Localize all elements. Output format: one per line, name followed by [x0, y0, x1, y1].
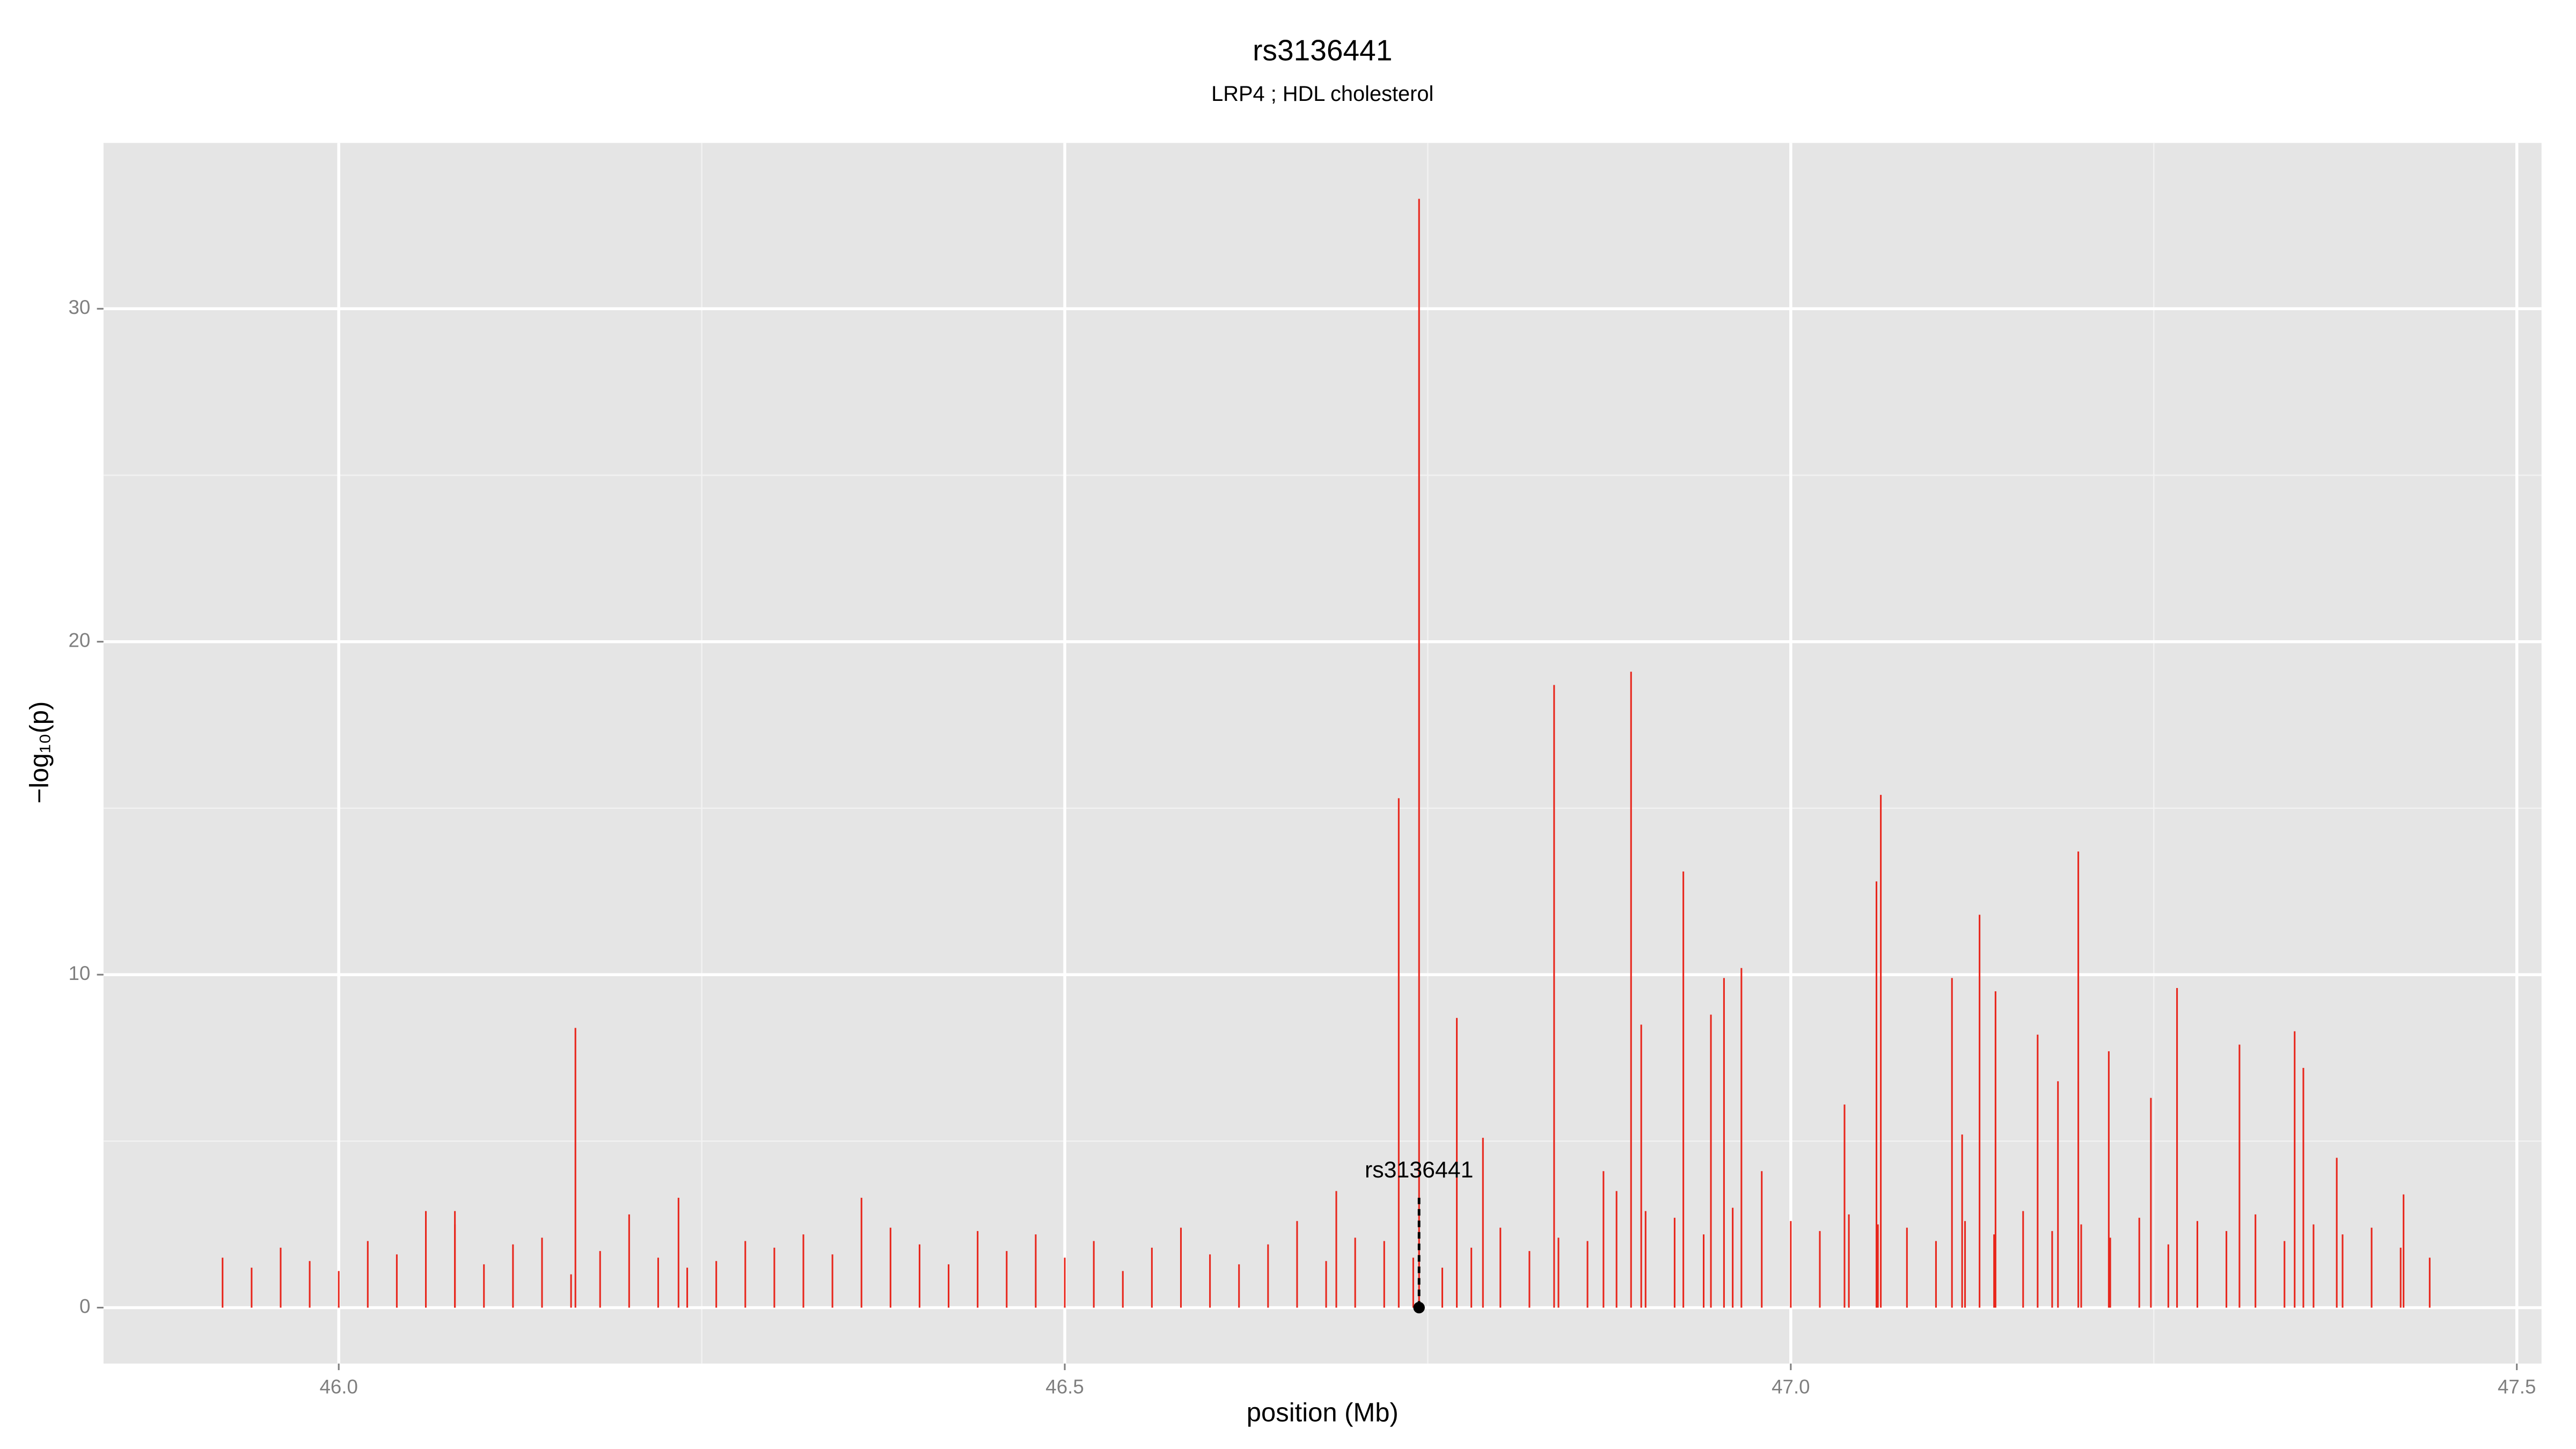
plot-panel — [103, 143, 2542, 1364]
x-tick-label: 47.0 — [1772, 1375, 1810, 1397]
y-tick-label: 10 — [69, 962, 91, 984]
y-axis-label: −log₁₀(p) — [25, 701, 54, 804]
y-tick-label: 30 — [69, 296, 91, 318]
marks: rs3136441 — [222, 199, 2431, 1314]
annotation-label: rs3136441 — [1365, 1157, 1473, 1183]
chart-title: rs3136441 — [1253, 34, 1392, 67]
x-axis-label: position (Mb) — [1247, 1399, 1399, 1428]
y-tick-label: 0 — [79, 1295, 90, 1317]
annotation-point — [1413, 1301, 1425, 1314]
x-tick-label: 46.5 — [1045, 1375, 1084, 1397]
y-tick-label: 20 — [69, 629, 91, 651]
axes: 46.0 46.5 47.0 47.5 0 10 20 30 — [69, 296, 2536, 1397]
grid — [103, 143, 2542, 1364]
chart-subtitle: LRP4 ; HDL cholesterol — [1211, 82, 1433, 106]
x-tick-label: 46.0 — [319, 1375, 357, 1397]
x-tick-label: 47.5 — [2498, 1375, 2536, 1397]
